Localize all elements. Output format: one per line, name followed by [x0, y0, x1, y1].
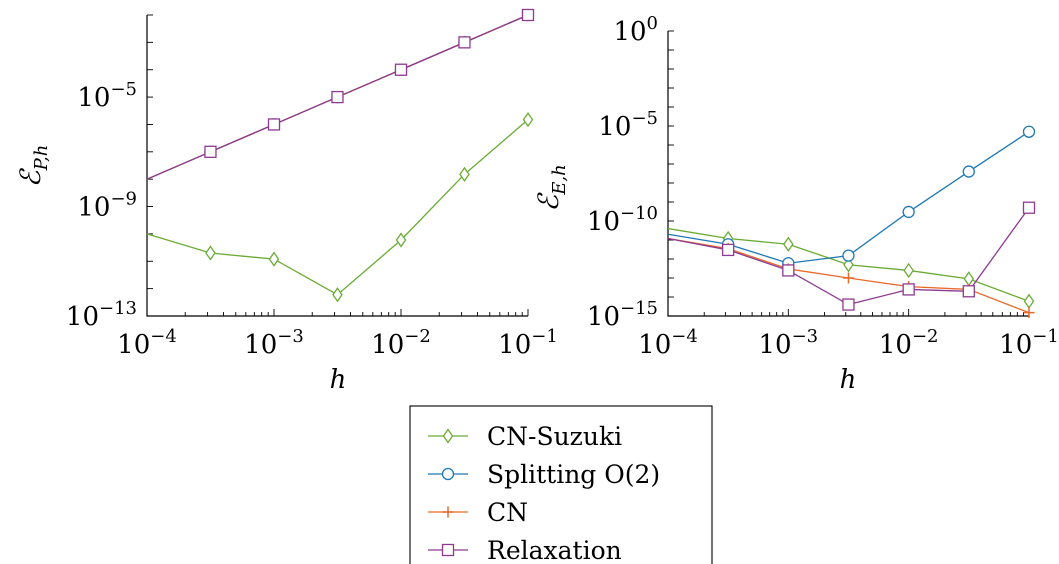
right-chart-panel: 10−4 10−3 10−2 10−1 10−15 10−10 10−5 100 h ℰE,h [532, 13, 1059, 395]
legend-label: Relaxation [487, 536, 622, 564]
y-tick-label: 10−9 [77, 189, 137, 223]
y-tick-label: 10−5 [598, 108, 658, 142]
y-tick-label: 100 [613, 13, 658, 47]
data-point-square [721, 243, 735, 257]
data-point-diamond [459, 166, 470, 183]
data-point-square [458, 36, 471, 49]
x-tick-label: 10−3 [244, 326, 304, 360]
data-point-diamond [268, 251, 280, 267]
y-tick-label: 10−13 [66, 298, 137, 332]
legend-marker-diamond [442, 428, 454, 444]
data-point-square [331, 90, 344, 104]
data-point-circle [962, 165, 975, 178]
x-tick-label: 10−2 [371, 326, 431, 360]
data-point-diamond [205, 245, 216, 261]
y-tick-label: 10−10 [587, 203, 658, 237]
x-axis-label: h [840, 365, 857, 395]
data-point-diamond [903, 262, 914, 279]
legend-box [409, 405, 713, 564]
y-axis-label: ℰE,h [532, 164, 570, 211]
legend-marker-circle [441, 467, 455, 481]
data-point-square [782, 264, 795, 277]
data-point-square [962, 285, 975, 298]
x-tick-label: 10−1 [498, 326, 558, 360]
data-point-diamond [783, 236, 794, 252]
data-point-circle [1022, 125, 1036, 138]
legend-marker-square [441, 543, 455, 557]
data-point-square [204, 145, 217, 158]
data-point-square [394, 63, 408, 76]
data-point-circle [842, 249, 855, 262]
left-chart-panel: 10−4 10−3 10−2 10−1 10−13 10−9 10−5 10−1 h ℰP,h [14, 0, 558, 395]
data-point-square [1022, 201, 1036, 214]
y-axis-label: ℰP,h [14, 145, 52, 188]
data-point-plus [842, 272, 854, 284]
data-point-square [842, 298, 855, 311]
legend-marker-plus [442, 506, 454, 518]
data-point-plus [1023, 307, 1035, 319]
x-tick-label: 10−1 [999, 326, 1059, 360]
data-point-diamond [522, 111, 534, 128]
series-line [146, 119, 529, 296]
y-tick-label: 10−5 [77, 79, 137, 113]
x-tick-label: 10−4 [117, 326, 177, 360]
data-point-square [521, 8, 535, 22]
x-tick-label: 10−4 [638, 326, 698, 360]
data-point-circle [902, 205, 915, 219]
data-point-diamond [843, 257, 854, 273]
y-tick-label: 10−15 [587, 298, 658, 332]
legend-label: Splitting O(2) [487, 460, 660, 489]
legend-label: CN [487, 498, 528, 527]
y-tick-label: 10−1 [77, 0, 137, 4]
axes-frame [146, 15, 528, 317]
data-point-square [902, 283, 915, 296]
data-point-diamond [963, 271, 975, 287]
x-tick-label: 10−2 [879, 326, 939, 360]
data-point-diamond [1023, 293, 1035, 309]
x-tick-label: 10−3 [759, 326, 819, 360]
legend-label: CN-Suzuki [487, 422, 622, 451]
data-point-diamond [395, 232, 407, 248]
data-point-square [267, 118, 281, 131]
legend: CN-Suzuki Splitting O(2) CN Relaxation [409, 405, 713, 564]
data-point-diamond [332, 287, 343, 303]
x-axis-label: h [330, 365, 347, 395]
